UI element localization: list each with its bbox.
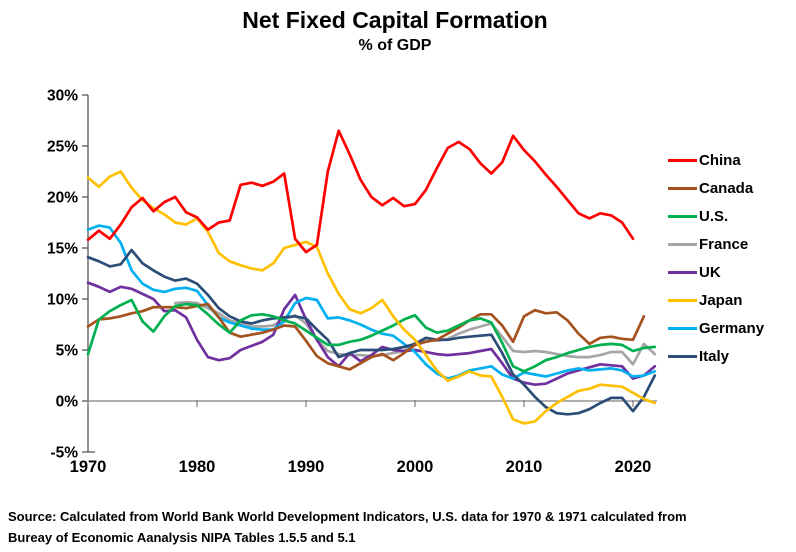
legend-swatch <box>668 242 697 246</box>
legend-swatch <box>668 186 697 190</box>
y-tick-label: 15% <box>47 241 78 258</box>
legend-swatch <box>668 158 697 162</box>
source-line-2: Bureay of Economic Aanalysis NIPA Tables… <box>8 529 356 545</box>
x-tick-label: 2000 <box>397 458 434 476</box>
legend-label: Canada <box>699 179 754 197</box>
x-tick-label: 2020 <box>615 458 652 476</box>
chart-title: Net Fixed Capital Formation <box>242 7 548 33</box>
legend-label: Germany <box>699 319 765 337</box>
legend-swatch <box>668 326 697 330</box>
legend-item-us: U.S. <box>668 202 794 230</box>
y-tick-label: 5% <box>56 343 79 360</box>
series-line-us <box>86 298 657 373</box>
series-line-france <box>173 300 657 366</box>
x-tick-label: 1980 <box>179 458 216 476</box>
y-tick-label: 30% <box>47 88 78 105</box>
legend-label: UK <box>699 263 721 281</box>
legend-item-canada: Canada <box>668 174 794 202</box>
series-line-italy <box>86 248 657 416</box>
legend-swatch <box>668 270 697 274</box>
series-line-germany <box>86 224 657 380</box>
x-tick-label: 1970 <box>70 458 107 476</box>
x-tick-label: 2010 <box>506 458 543 476</box>
series-line-japan <box>86 170 657 425</box>
legend-item-uk: UK <box>668 258 794 286</box>
legend: China Canada U.S. France UK Japan Germany Italy <box>668 146 794 370</box>
y-tick-label: -5% <box>50 445 78 462</box>
series-line-canada <box>86 302 646 371</box>
series-line-uk <box>86 281 657 387</box>
y-tick-label: 20% <box>47 190 78 207</box>
legend-label: Italy <box>699 347 730 365</box>
legend-item-japan: Japan <box>668 286 794 314</box>
y-tick-label: 25% <box>47 139 78 156</box>
source-note: Source: Calculated from World Bank World… <box>8 507 792 548</box>
chart-subtitle: % of GDP <box>358 37 432 54</box>
y-tick-label: 10% <box>47 292 78 309</box>
legend-swatch <box>668 214 697 218</box>
legend-label: Japan <box>699 291 743 309</box>
legend-swatch <box>668 354 697 358</box>
series-line-china <box>86 129 635 254</box>
legend-swatch <box>668 298 697 302</box>
source-line-1: Source: Calculated from World Bank World… <box>8 509 687 524</box>
legend-item-france: France <box>668 230 794 258</box>
legend-label: China <box>699 151 741 169</box>
legend-item-germany: Germany <box>668 314 794 342</box>
legend-item-italy: Italy <box>668 342 794 370</box>
legend-item-china: China <box>668 146 794 174</box>
legend-label: France <box>699 235 749 253</box>
x-tick-label: 1990 <box>288 458 325 476</box>
y-tick-label: 0% <box>56 394 79 411</box>
legend-label: U.S. <box>699 207 729 225</box>
